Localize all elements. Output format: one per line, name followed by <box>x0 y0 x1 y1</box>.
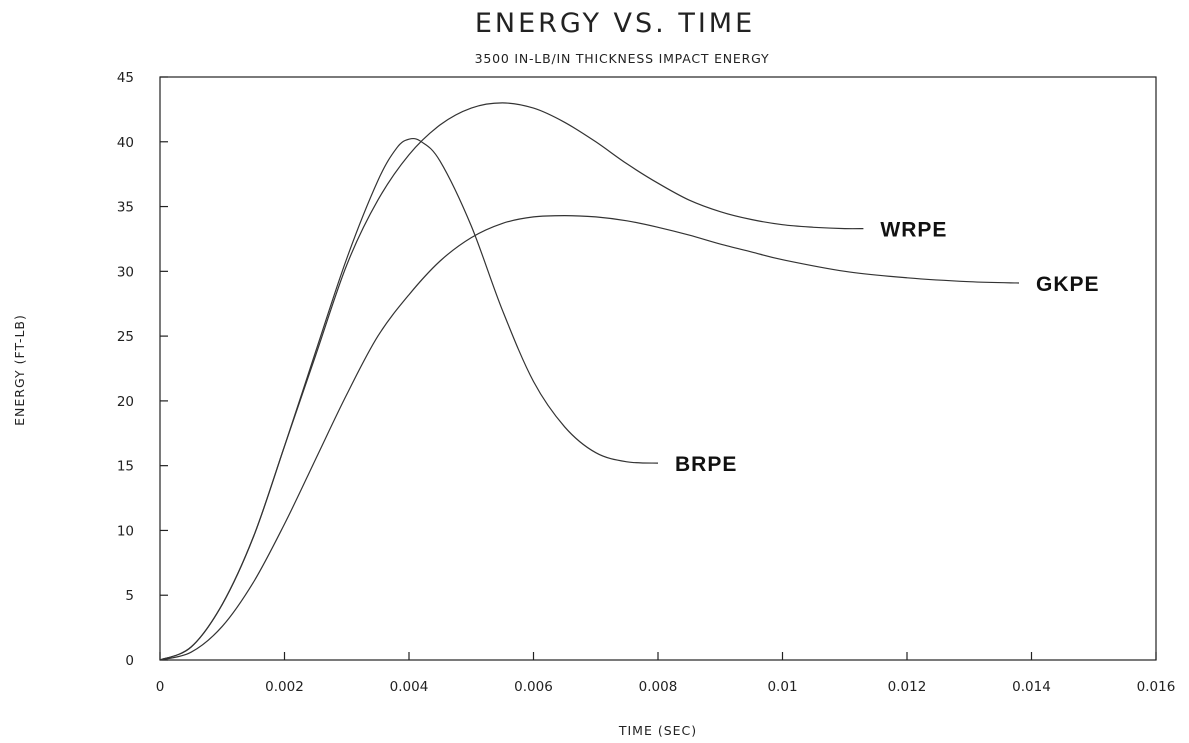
y-tick-label: 5 <box>125 588 134 604</box>
series-label-brpe: BRPE <box>675 453 737 476</box>
y-tick-label: 25 <box>117 329 134 345</box>
x-tick-label: 0.012 <box>888 679 927 695</box>
series-line-brpe <box>159 137 659 661</box>
y-tick-label: 35 <box>117 200 134 216</box>
x-axis-ticks: 0 0.002 0.004 0.006 0.008 0.01 0.012 0.014 0.016 <box>156 652 1176 695</box>
x-tick-label: 0.01 <box>767 679 797 695</box>
y-tick-label: 45 <box>117 70 134 86</box>
y-tick-label: 20 <box>117 394 134 410</box>
plot-frame <box>159 76 1157 661</box>
y-tick-label: 10 <box>117 523 134 539</box>
chart-title: ENERGY VS. TIME <box>475 8 755 39</box>
x-tick-label: 0.008 <box>639 679 678 695</box>
x-tick-label: 0.004 <box>390 679 429 695</box>
series-line-wrpe <box>159 102 864 661</box>
series-line-gkpe <box>159 214 1020 661</box>
y-tick-label: 15 <box>117 459 134 475</box>
y-tick-label: 40 <box>117 135 134 151</box>
series-label-gkpe: GKPE <box>1036 273 1100 296</box>
y-axis-ticks: 0 5 10 15 20 25 30 35 40 45 <box>117 70 168 669</box>
y-tick-label: 30 <box>117 264 134 280</box>
x-tick-label: 0.016 <box>1137 679 1176 695</box>
x-tick-label: 0.002 <box>265 679 304 695</box>
x-tick-label: 0.006 <box>514 679 553 695</box>
x-axis-label: TIME (SEC) <box>618 723 697 738</box>
x-tick-label: 0 <box>156 679 165 695</box>
series-curves <box>159 102 1020 661</box>
series-label-wrpe: WRPE <box>880 219 947 242</box>
chart-subtitle: 3500 IN-LB/IN THICKNESS IMPACT ENERGY <box>475 51 770 66</box>
y-tick-label: 0 <box>125 653 134 669</box>
series-labels: BRPE WRPE GKPE <box>675 219 1100 476</box>
x-tick-label: 0.014 <box>1012 679 1051 695</box>
y-axis-label: ENERGY (FT-LB) <box>12 314 27 426</box>
